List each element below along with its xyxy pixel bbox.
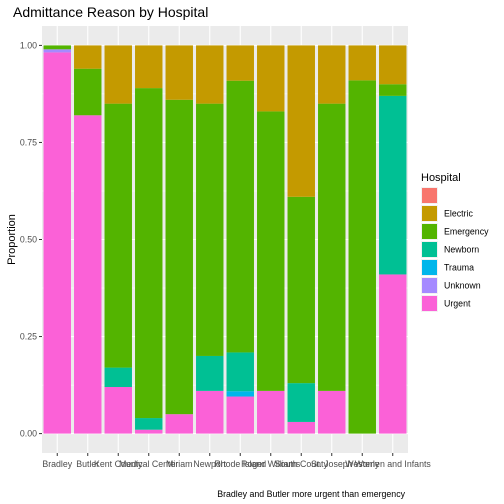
bar-segment: [74, 45, 101, 68]
bar-segment: [379, 84, 406, 96]
x-tick-label: Women and Infants: [355, 459, 432, 469]
legend-label: Trauma: [444, 263, 474, 273]
bar-segment: [379, 274, 406, 433]
bar-segment: [74, 115, 101, 433]
bar-segment: [105, 104, 132, 368]
bar-segment: [105, 368, 132, 387]
bar-segment: [379, 96, 406, 275]
bar-segment: [227, 391, 254, 396]
y-axis-ticks: 0.00 0.25 0.50 0.75 1.00: [20, 40, 42, 438]
bar-segment: [227, 397, 254, 434]
bar-segment: [318, 45, 345, 103]
legend-key: [422, 224, 437, 239]
bar-segment: [257, 45, 284, 111]
bar-segment: [257, 111, 284, 390]
legend-label: Electric: [444, 209, 473, 219]
bar-segment: [318, 391, 345, 434]
bar-segment: [135, 430, 162, 434]
legend-key: [422, 242, 437, 257]
bar-segment: [227, 81, 254, 353]
legend: Hospital Electric Emergency Newborn Trauma U…: [421, 172, 489, 312]
bar-segment: [44, 45, 71, 49]
bar-segment: [196, 391, 223, 434]
bar-segment: [257, 391, 284, 434]
bar-segment: [318, 104, 345, 391]
legend-label: Unknown: [444, 281, 481, 291]
x-tick-label: Miriam: [166, 459, 192, 469]
bar-segment: [105, 387, 132, 434]
legend-key: [422, 188, 437, 203]
legend-label: Urgent: [444, 299, 471, 309]
chart-caption: Bradley and Butler more urgent than emer…: [217, 489, 405, 499]
bar-segment: [349, 45, 376, 80]
bar-segment: [196, 45, 223, 103]
y-tick-label: 0.00: [20, 429, 37, 439]
legend-key: [422, 206, 437, 221]
bar-segment: [135, 88, 162, 418]
bar-segment: [349, 80, 376, 433]
y-tick-label: 1.00: [20, 40, 37, 50]
legend-key: [422, 260, 437, 275]
legend-title: Hospital: [421, 172, 461, 184]
y-tick-label: 0.25: [20, 332, 37, 342]
bar-segment: [105, 45, 132, 103]
bar-segment: [74, 69, 101, 116]
bar-segment: [196, 104, 223, 356]
legend-label: Emergency: [444, 227, 489, 237]
x-tick-label: Bradley: [42, 459, 72, 469]
bar-segment: [288, 45, 315, 196]
bar-segment: [288, 197, 315, 383]
bar-segment: [166, 45, 193, 99]
bar-segment: [135, 418, 162, 430]
y-axis-title: Proportion: [6, 214, 18, 265]
bar-segment: [166, 414, 193, 433]
bar-segment: [227, 45, 254, 80]
y-tick-label: 0.75: [20, 137, 37, 147]
bar-segment: [44, 49, 71, 52]
bar-segment: [379, 45, 406, 84]
bar-segment: [135, 45, 162, 88]
legend-label: Newborn: [444, 245, 479, 255]
bar-segment: [288, 422, 315, 434]
bar-segment: [227, 352, 254, 391]
bar-segment: [196, 356, 223, 391]
y-tick-label: 0.50: [20, 235, 37, 245]
legend-key: [422, 278, 437, 293]
legend-key: [422, 296, 437, 311]
bar-segment: [166, 100, 193, 414]
bar-segment: [288, 383, 315, 422]
bar-segment: [44, 52, 71, 433]
chart-title: Admittance Reason by Hospital: [13, 4, 208, 20]
